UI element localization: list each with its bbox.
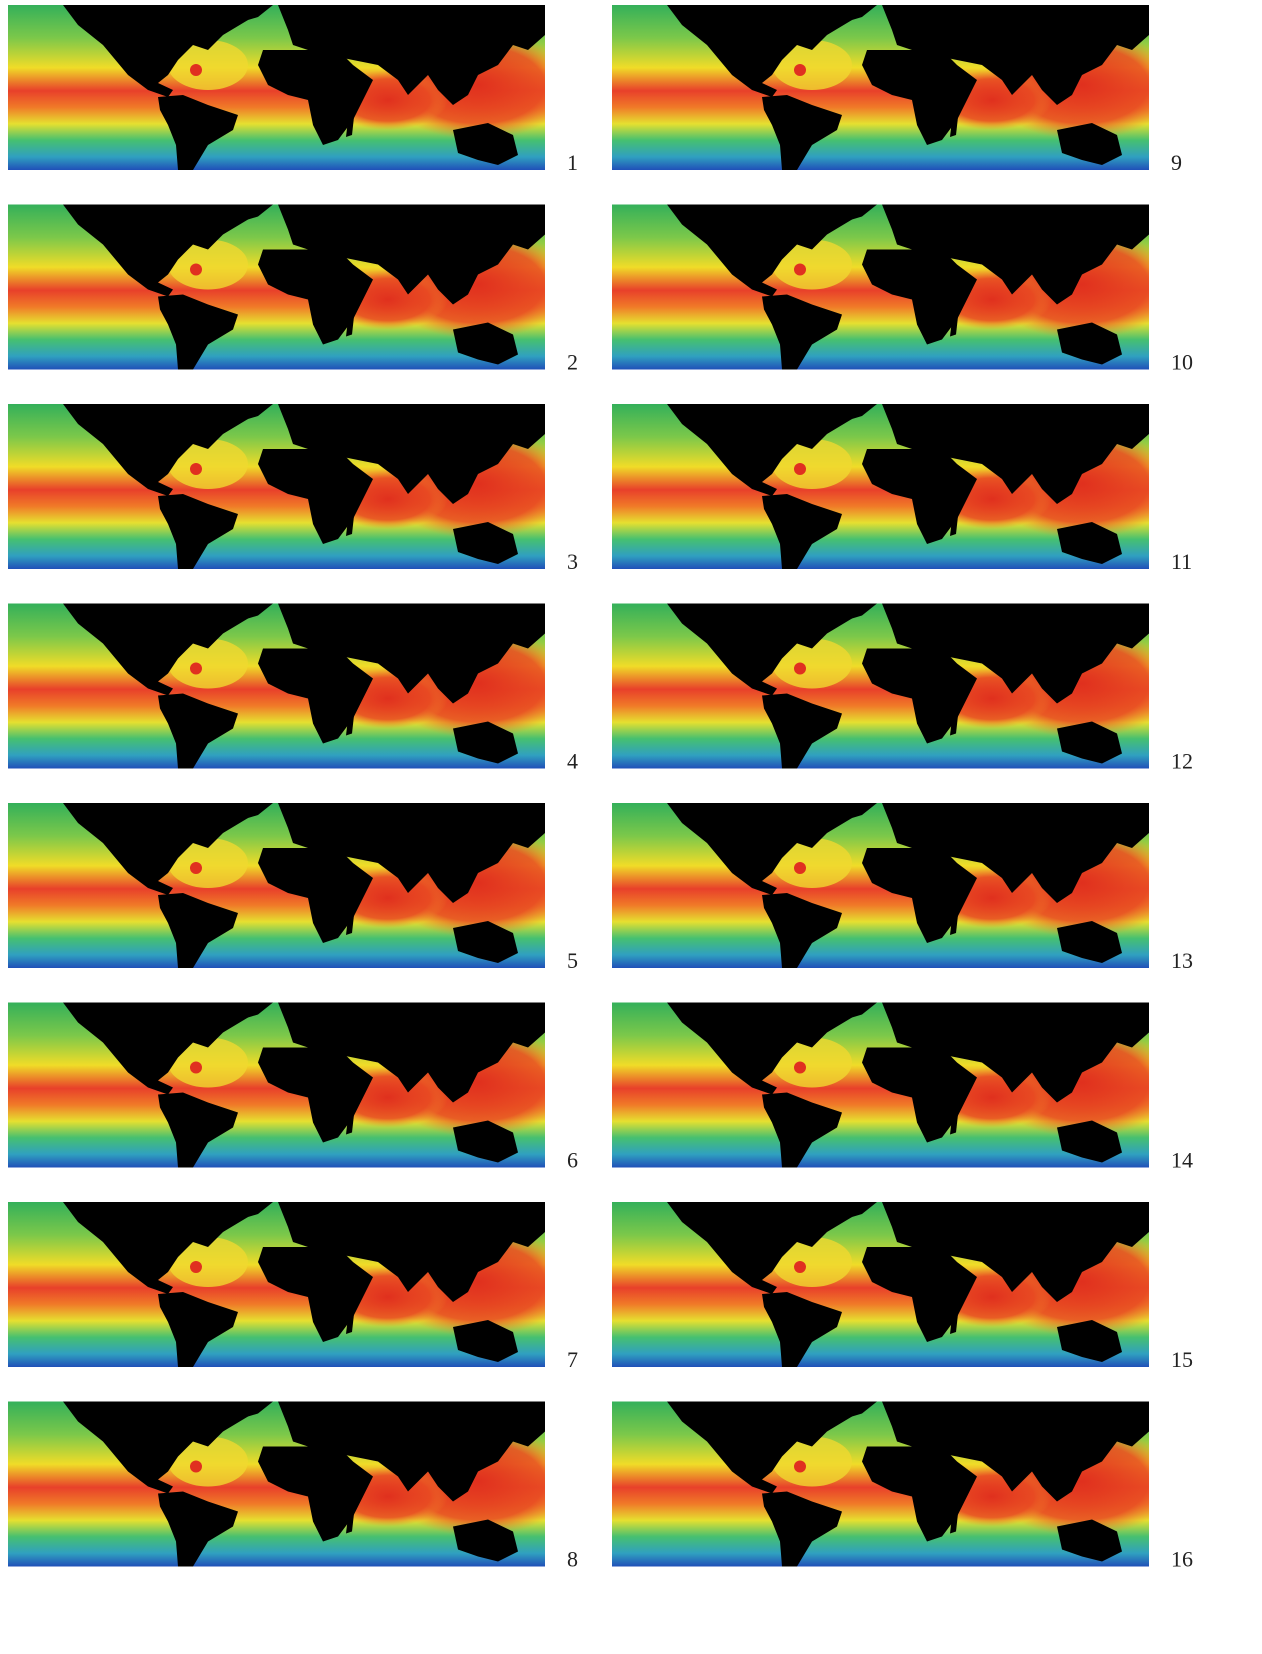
- map-panel: [612, 803, 1177, 968]
- panel-label: 5: [567, 948, 578, 973]
- panel-label: 2: [567, 350, 578, 375]
- panel-label: 3: [567, 549, 578, 574]
- map-panel: [612, 1202, 1177, 1367]
- panel-label: 16: [1171, 1547, 1193, 1572]
- panel-label: 15: [1171, 1347, 1193, 1372]
- panel-label: 1: [567, 150, 578, 175]
- panel-label: 13: [1171, 948, 1193, 973]
- map-panel: [612, 604, 1177, 769]
- panel-label: 10: [1171, 350, 1193, 375]
- map-panel: [612, 205, 1177, 370]
- map-panel: [8, 404, 573, 569]
- figure: 12345678910111213141516: [0, 0, 1262, 1654]
- panel-label: 11: [1171, 549, 1192, 574]
- map-panel: [8, 604, 573, 769]
- map-panel: [8, 1402, 573, 1567]
- panel-label: 6: [567, 1148, 578, 1173]
- panel-label: 8: [567, 1547, 578, 1572]
- panel-label: 12: [1171, 749, 1193, 774]
- map-panel: [612, 1402, 1177, 1567]
- panel-label: 7: [567, 1347, 578, 1372]
- map-panel: [612, 5, 1177, 170]
- map-panel: [8, 803, 573, 968]
- panel-label: 14: [1171, 1148, 1193, 1173]
- map-panel: [8, 205, 573, 370]
- map-panel: [8, 1003, 573, 1168]
- map-panel: [612, 404, 1177, 569]
- map-panel: [8, 1202, 573, 1367]
- panel-label: 9: [1171, 150, 1182, 175]
- map-panel: [8, 5, 573, 170]
- map-panel: [612, 1003, 1177, 1168]
- panel-label: 4: [567, 749, 578, 774]
